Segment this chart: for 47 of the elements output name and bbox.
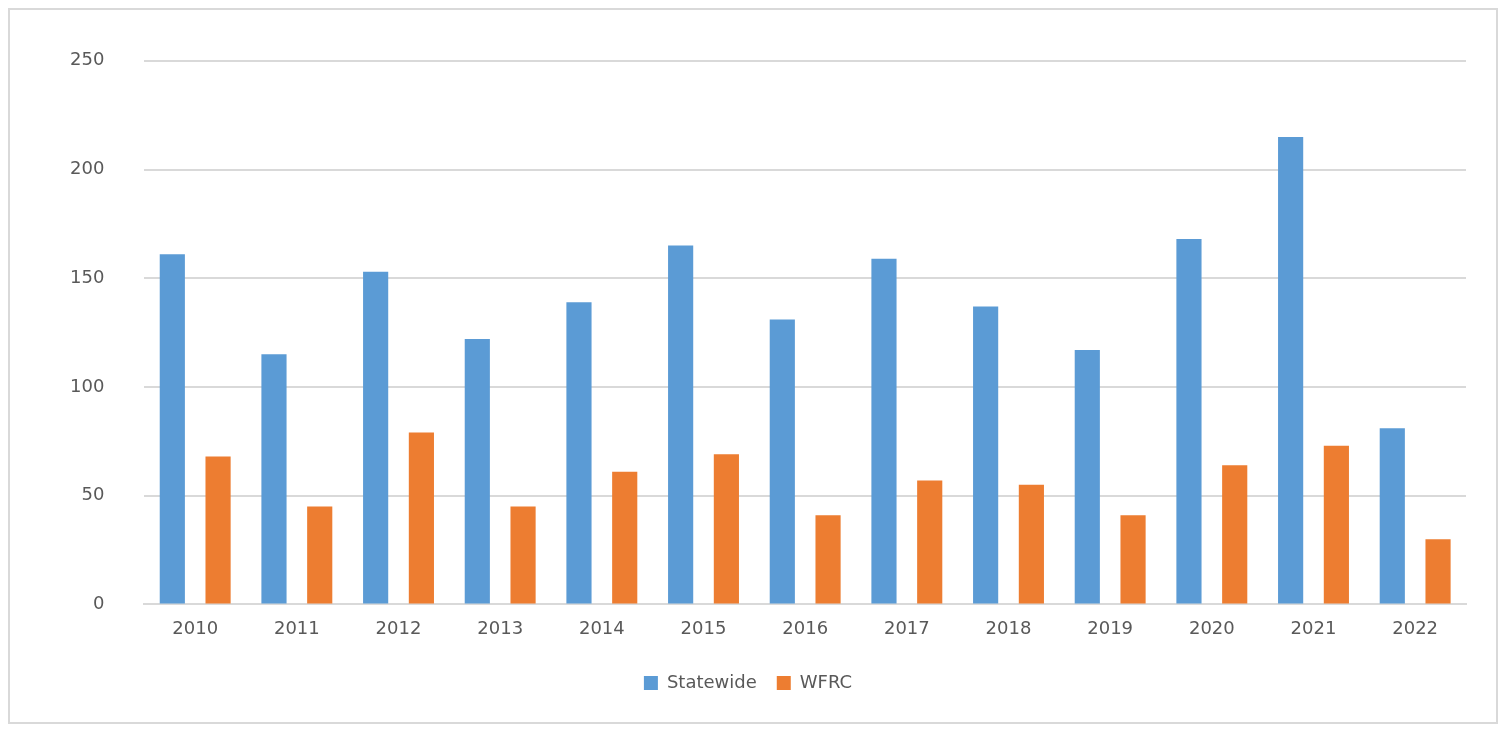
x-tick-label: 2017 bbox=[883, 616, 930, 638]
bar bbox=[871, 258, 897, 604]
y-tick-label: 100 bbox=[70, 374, 105, 396]
bar bbox=[815, 515, 841, 604]
bar bbox=[363, 271, 389, 604]
x-tick-label: 2016 bbox=[782, 616, 829, 638]
bar bbox=[1120, 515, 1146, 604]
bar bbox=[408, 432, 434, 604]
y-tick-label: 0 bbox=[92, 592, 105, 614]
bar bbox=[464, 339, 490, 604]
y-tick-label: 200 bbox=[70, 157, 105, 179]
bar bbox=[769, 319, 795, 604]
y-tick-label: 150 bbox=[70, 265, 105, 287]
bar bbox=[1018, 484, 1044, 604]
bar bbox=[1379, 428, 1405, 604]
y-tick-label: 250 bbox=[70, 48, 105, 70]
bar bbox=[1278, 136, 1304, 604]
bar bbox=[668, 245, 694, 604]
x-tick-label: 2013 bbox=[477, 616, 524, 638]
bar bbox=[510, 506, 536, 604]
x-tick-label: 2022 bbox=[1392, 616, 1439, 638]
bar bbox=[566, 302, 592, 604]
bar bbox=[713, 454, 739, 604]
bar bbox=[1074, 350, 1100, 604]
x-tick-label: 2012 bbox=[375, 616, 422, 638]
bar bbox=[1425, 539, 1451, 604]
bar bbox=[917, 480, 943, 604]
x-tick-label: 2010 bbox=[172, 616, 219, 638]
bar bbox=[1222, 465, 1248, 604]
bar bbox=[307, 506, 333, 604]
legend-label: Statewide bbox=[666, 670, 757, 692]
bar bbox=[159, 254, 185, 604]
x-tick-label: 2021 bbox=[1290, 616, 1337, 638]
bar bbox=[1323, 445, 1349, 604]
y-tick-label: 50 bbox=[81, 483, 105, 505]
x-tick-label: 2014 bbox=[578, 616, 625, 638]
bar bbox=[205, 456, 231, 604]
x-tick-label: 2015 bbox=[680, 616, 727, 638]
bar bbox=[612, 471, 638, 604]
x-tick-label: 2020 bbox=[1188, 616, 1235, 638]
bar bbox=[1176, 239, 1202, 604]
bar bbox=[261, 354, 287, 604]
legend-label: WFRC bbox=[799, 670, 853, 692]
x-tick-label: 2018 bbox=[985, 616, 1032, 638]
bar bbox=[973, 306, 999, 604]
x-tick-label: 2011 bbox=[273, 616, 320, 638]
x-tick-label: 2019 bbox=[1087, 616, 1134, 638]
